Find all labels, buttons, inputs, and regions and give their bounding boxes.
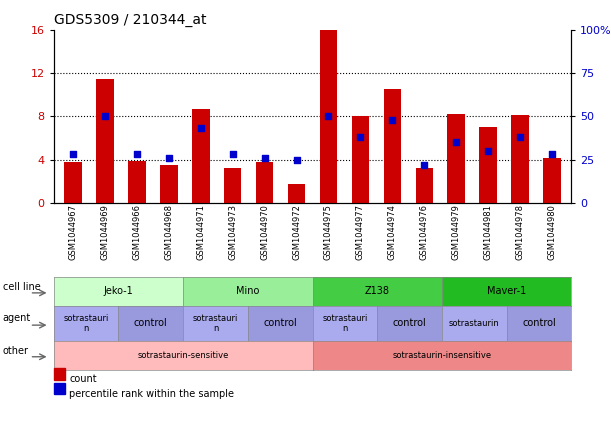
Point: [387, 116, 397, 123]
Bar: [384, 89, 401, 203]
Point: [196, 125, 206, 132]
Text: control: control: [134, 319, 167, 328]
Text: Mino: Mino: [236, 286, 260, 297]
Text: cell line: cell line: [2, 282, 40, 292]
Text: sotrastauri
n: sotrastauri n: [193, 314, 238, 333]
Bar: [54, 383, 65, 394]
Point: [356, 134, 365, 140]
Point: [228, 151, 238, 158]
Point: [164, 154, 174, 161]
Bar: [511, 115, 529, 203]
Text: Z138: Z138: [365, 286, 390, 297]
Bar: [480, 127, 497, 203]
Point: [68, 151, 78, 158]
Text: sotrastaurin-insensitive: sotrastaurin-insensitive: [392, 351, 491, 360]
Bar: [256, 162, 273, 203]
Bar: [192, 109, 210, 203]
Text: sotrastaurin: sotrastaurin: [449, 319, 500, 328]
Bar: [224, 168, 241, 203]
Text: Maver-1: Maver-1: [487, 286, 526, 297]
Bar: [160, 165, 178, 203]
Bar: [96, 80, 114, 203]
Bar: [54, 368, 65, 379]
Text: control: control: [393, 319, 426, 328]
Text: percentile rank within the sample: percentile rank within the sample: [69, 389, 234, 399]
Bar: [352, 116, 369, 203]
Bar: [415, 168, 433, 203]
Point: [419, 162, 429, 168]
Text: sotrastauri
n: sotrastauri n: [322, 314, 368, 333]
Point: [452, 139, 461, 146]
Bar: [288, 184, 306, 203]
Text: GDS5309 / 210344_at: GDS5309 / 210344_at: [54, 13, 207, 27]
Point: [483, 148, 493, 154]
Text: control: control: [522, 319, 556, 328]
Point: [547, 151, 557, 158]
Text: Jeko-1: Jeko-1: [104, 286, 133, 297]
Point: [515, 134, 525, 140]
Point: [324, 113, 334, 120]
Text: agent: agent: [2, 313, 31, 323]
Bar: [64, 162, 82, 203]
Text: sotrastaurin-sensitive: sotrastaurin-sensitive: [137, 351, 229, 360]
Point: [100, 113, 110, 120]
Bar: [543, 157, 561, 203]
Point: [260, 154, 269, 161]
Bar: [128, 161, 145, 203]
Point: [132, 151, 142, 158]
Point: [291, 157, 301, 163]
Text: other: other: [2, 346, 29, 356]
Text: sotrastauri
n: sotrastauri n: [64, 314, 109, 333]
Text: count: count: [69, 374, 97, 384]
Bar: [320, 30, 337, 203]
Bar: [447, 114, 465, 203]
Text: control: control: [263, 319, 297, 328]
